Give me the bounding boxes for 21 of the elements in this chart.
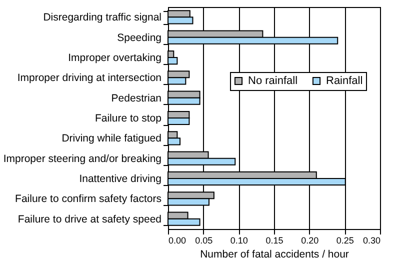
- y-tick-label: Disregarding traffic signal: [43, 12, 162, 24]
- y-tick-label: Failure to stop: [94, 112, 162, 124]
- y-tick-label: Failure to confirm safety factors: [15, 193, 162, 206]
- y-tick-label: Improper steering and/or breaking: [3, 152, 162, 165]
- y-tick-label: Pedestrian: [111, 92, 162, 104]
- y-tick-label: Improper overtaking: [68, 52, 162, 64]
- legend-label: Rainfall: [326, 74, 363, 87]
- x-tick-label: 0.10: [230, 236, 248, 246]
- x-axis-title: Number of fatal accidents / hour: [200, 248, 350, 260]
- x-tick-label: 0.00: [168, 236, 186, 246]
- x-tick-label: 0.30: [362, 236, 380, 246]
- legend-label: No rainfall: [248, 74, 298, 87]
- y-tick-label: Driving while fatigued: [62, 132, 162, 145]
- y-tick-label: Improper driving at intersection: [17, 72, 162, 84]
- y-tick-label: Inattentive driving: [79, 172, 162, 185]
- x-tick-label: 0.15: [266, 236, 284, 246]
- x-tick-label: 0.25: [336, 236, 354, 246]
- y-tick-label: Speeding: [117, 32, 162, 44]
- y-tick-label: Failure to drive at safety speed: [18, 213, 162, 226]
- x-tick-label: 0.05: [195, 236, 213, 246]
- x-tick-label: 0.20: [301, 236, 319, 246]
